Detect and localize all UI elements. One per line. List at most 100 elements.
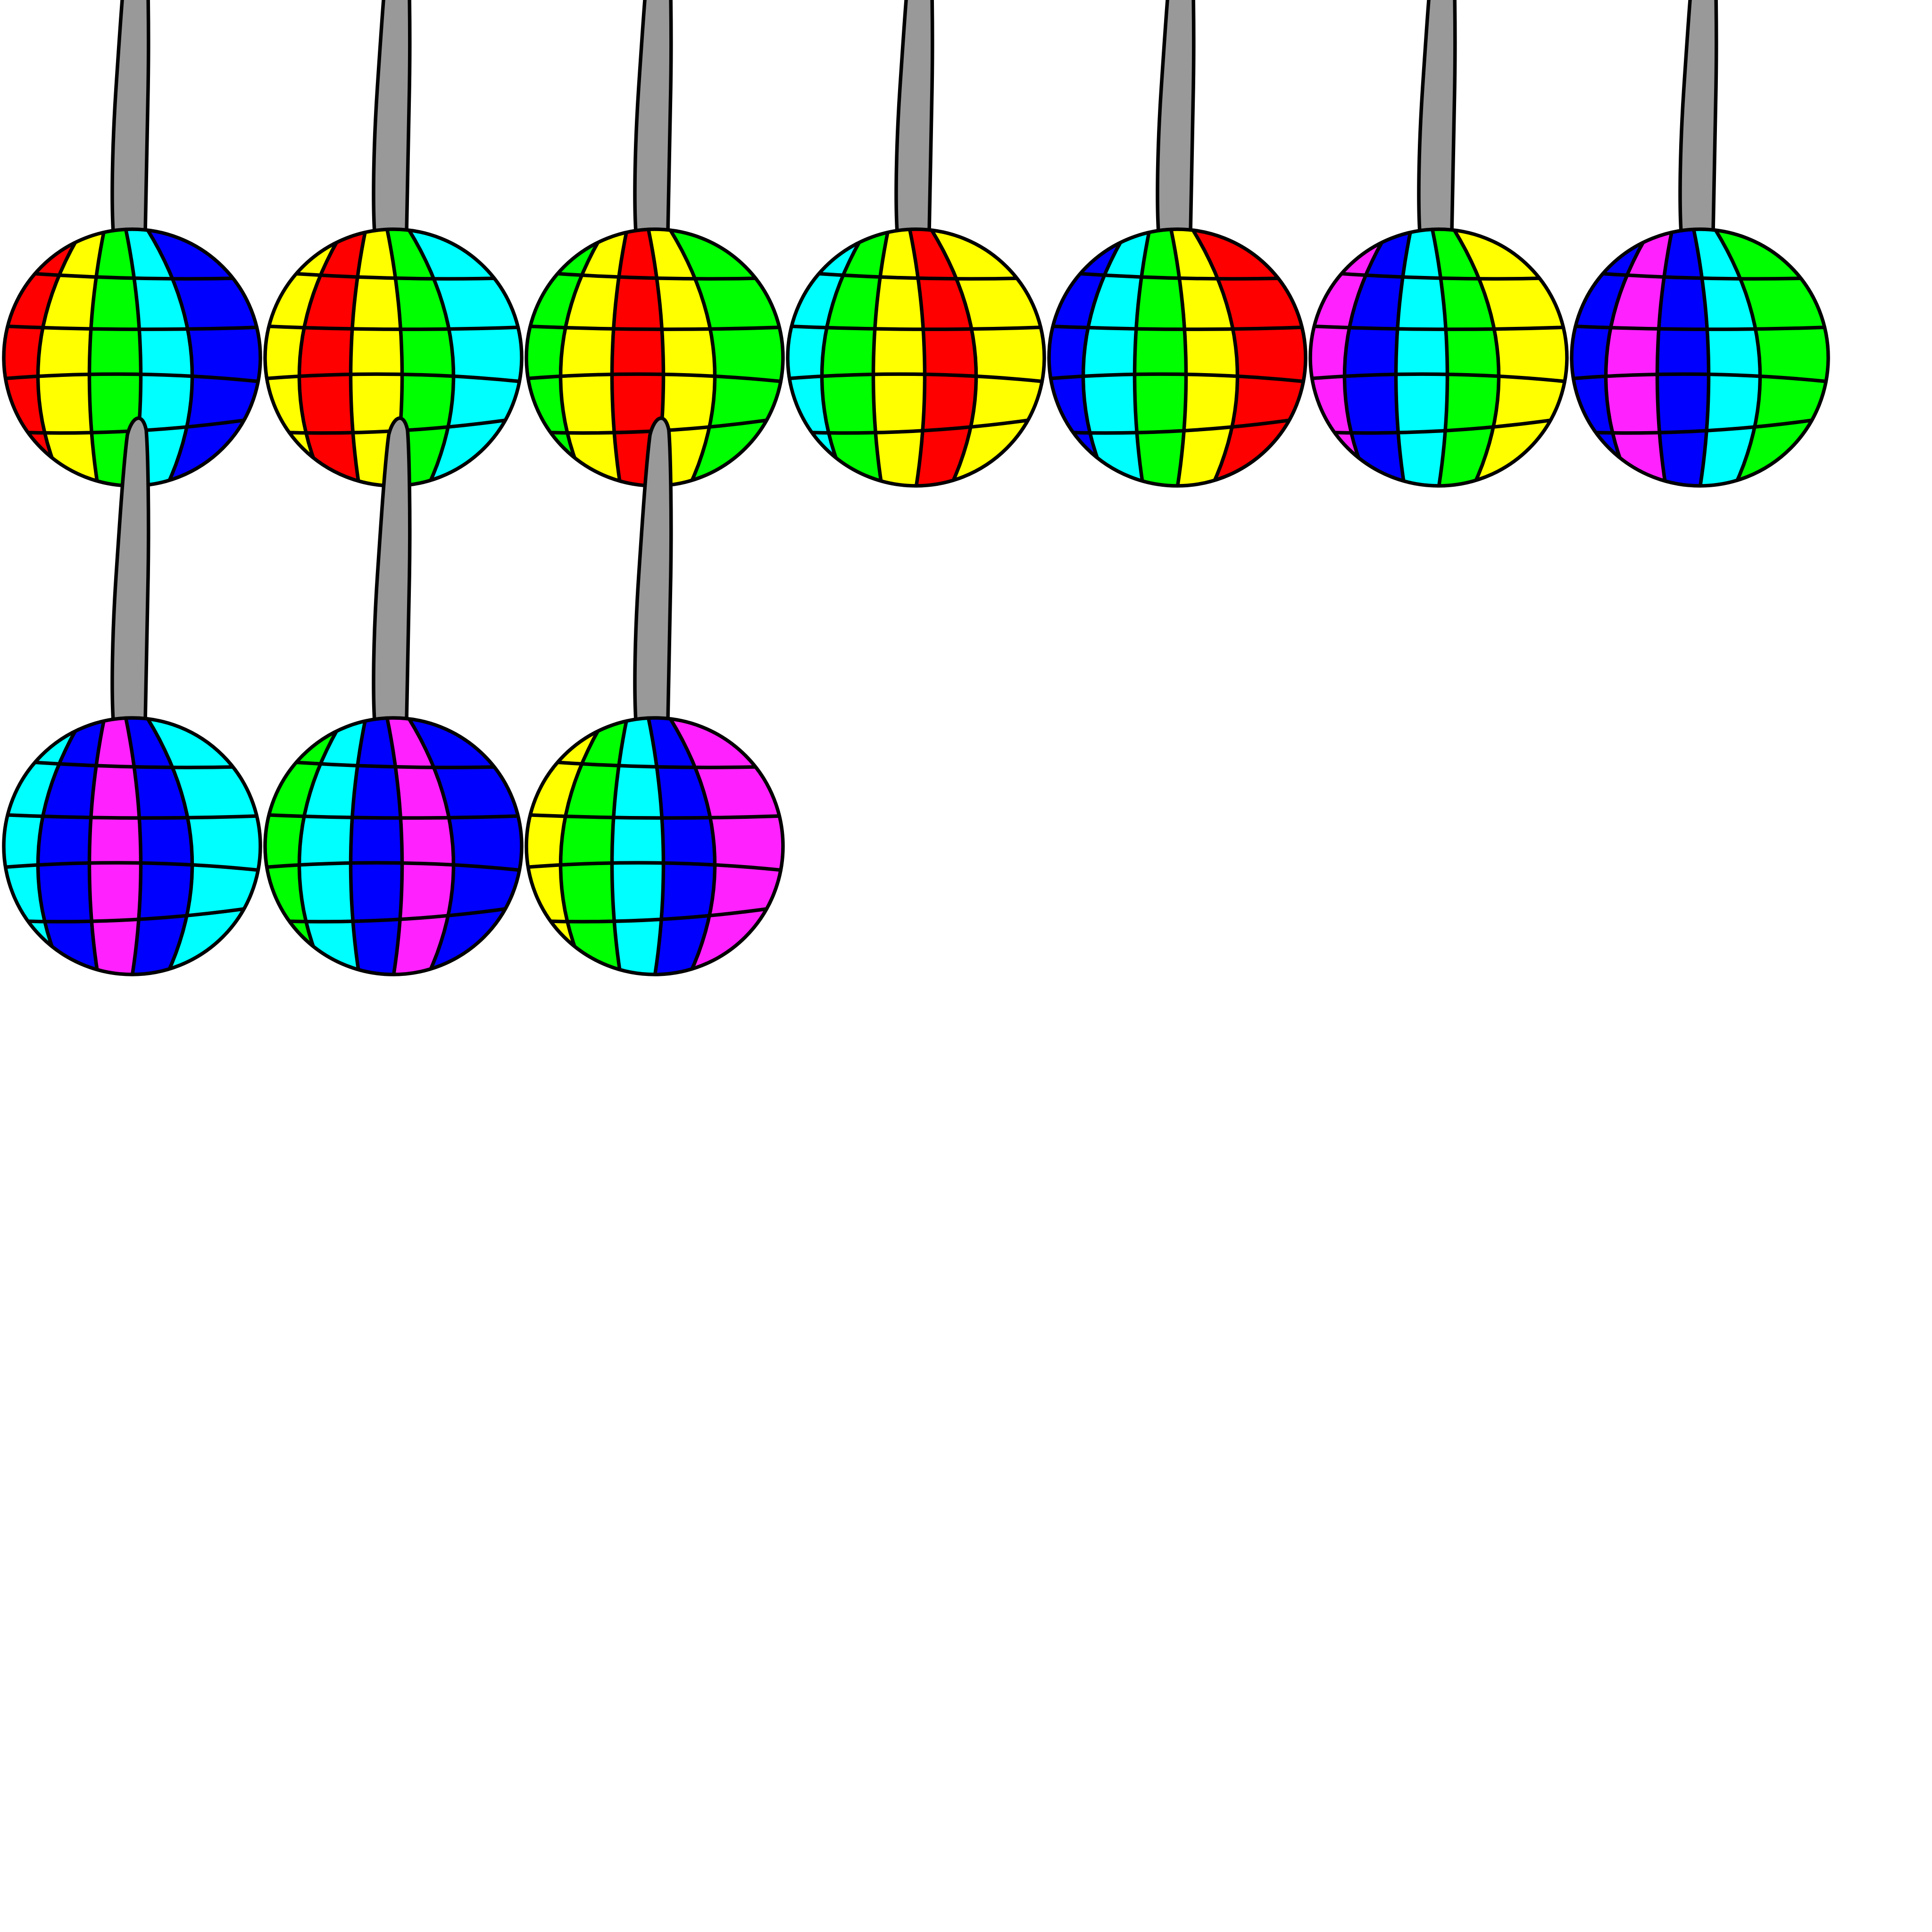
- stripe-blue: [1344, 229, 1411, 486]
- ball-facets: [1572, 229, 1828, 486]
- disco-ball-7: [1570, 0, 1830, 488]
- meridian-line: [349, 229, 367, 486]
- meridian-line: [558, 718, 608, 974]
- stripe-cyan: [1396, 229, 1448, 486]
- stripe-green: [560, 718, 627, 974]
- stripe-red: [1192, 229, 1306, 486]
- stripe-cyan: [1693, 229, 1760, 486]
- stripe-yellow: [350, 229, 402, 486]
- stripe-magenta: [1606, 229, 1673, 486]
- stripe-green: [670, 229, 783, 486]
- meridian-line: [145, 229, 194, 486]
- latitude-line: [4, 324, 260, 331]
- meridian-line: [871, 229, 890, 486]
- disco-ball-6: [1308, 0, 1569, 488]
- stripe-blue: [648, 718, 715, 974]
- stripe-green: [822, 229, 889, 486]
- hanger-stem: [894, 0, 934, 234]
- ball-outline: [2, 716, 262, 976]
- meridian-line: [610, 718, 629, 974]
- latitude-line: [788, 372, 1044, 384]
- stripe-yellow: [1171, 229, 1238, 486]
- stripe-blue: [408, 718, 522, 974]
- ball-facets: [4, 718, 260, 974]
- ball-facets: [4, 229, 260, 486]
- stripe-magenta: [1310, 229, 1390, 486]
- disco-ball-3: [525, 0, 785, 488]
- latitude-line: [1310, 415, 1567, 435]
- stripe-yellow: [931, 229, 1044, 486]
- meridian-line: [668, 229, 717, 486]
- disco-ball-1: [2, 0, 262, 488]
- latitude-line: [4, 813, 260, 820]
- stripe-yellow: [873, 229, 925, 486]
- stripe-green: [89, 229, 141, 486]
- latitude-line: [526, 324, 783, 331]
- latitude-line: [1572, 372, 1828, 384]
- meridian-line: [349, 718, 367, 974]
- meridian-line: [1191, 229, 1240, 486]
- ball-outline: [1570, 227, 1830, 488]
- meridian-line: [1081, 229, 1130, 486]
- ball-facets: [1310, 229, 1567, 486]
- ball-outline: [1308, 227, 1569, 488]
- stripe-cyan: [299, 718, 366, 974]
- meridian-line: [124, 718, 143, 974]
- stripe-yellow: [265, 229, 344, 486]
- stripe-green: [1715, 229, 1828, 486]
- latitude-line: [788, 415, 1044, 435]
- hanger-stem: [110, 416, 150, 723]
- hanger-stem: [372, 416, 412, 723]
- meridian-line: [407, 718, 456, 974]
- latitude-line: [1049, 324, 1306, 331]
- stripe-red: [4, 229, 83, 486]
- latitude-line: [1310, 372, 1567, 384]
- disco-ball-5: [1047, 0, 1307, 488]
- latitude-line: [1049, 372, 1306, 384]
- meridian-line: [1604, 229, 1653, 486]
- meridian-line: [36, 229, 85, 486]
- latitude-line: [1572, 415, 1828, 435]
- stripe-yellow: [38, 229, 105, 486]
- stripe-magenta: [670, 718, 783, 974]
- meridian-line: [385, 718, 404, 974]
- stripe-blue: [1657, 229, 1709, 486]
- meridian-line: [1692, 229, 1711, 486]
- hanger-stem: [110, 0, 150, 234]
- stripe-blue: [147, 229, 260, 486]
- ball-outline: [263, 716, 524, 976]
- disco-ball-9: [263, 416, 524, 976]
- meridian-line: [1394, 229, 1413, 486]
- meridian-line: [145, 718, 194, 974]
- stripe-green: [1134, 229, 1186, 486]
- latitude-line: [265, 372, 522, 384]
- ball-outline: [1047, 227, 1307, 488]
- stripe-red: [612, 229, 664, 486]
- stripe-blue: [38, 718, 105, 974]
- latitude-line: [265, 861, 522, 873]
- latitude-line: [265, 904, 522, 924]
- meridian-line: [1713, 229, 1762, 486]
- stripe-cyan: [1083, 229, 1150, 486]
- meridian-line: [668, 718, 717, 974]
- hanger-stem: [633, 416, 673, 723]
- stripe-green: [265, 718, 344, 974]
- hanger-stem: [633, 0, 673, 234]
- latitude-line: [4, 904, 260, 924]
- stripe-cyan: [147, 718, 260, 974]
- stripe-cyan: [408, 229, 522, 486]
- meridian-line: [36, 718, 85, 974]
- hanger-stem: [1156, 0, 1196, 234]
- disco-ball-10: [525, 416, 785, 976]
- latitude-line: [1572, 324, 1828, 331]
- ball-facets: [265, 718, 522, 974]
- meridian-line: [1452, 229, 1501, 486]
- hanger-stem: [1417, 0, 1457, 234]
- meridian-line: [297, 718, 346, 974]
- hanger-stem: [372, 0, 412, 234]
- stripe-red: [909, 229, 976, 486]
- stripe-red: [299, 229, 366, 486]
- latitude-line: [1310, 324, 1567, 331]
- meridian-line: [87, 229, 106, 486]
